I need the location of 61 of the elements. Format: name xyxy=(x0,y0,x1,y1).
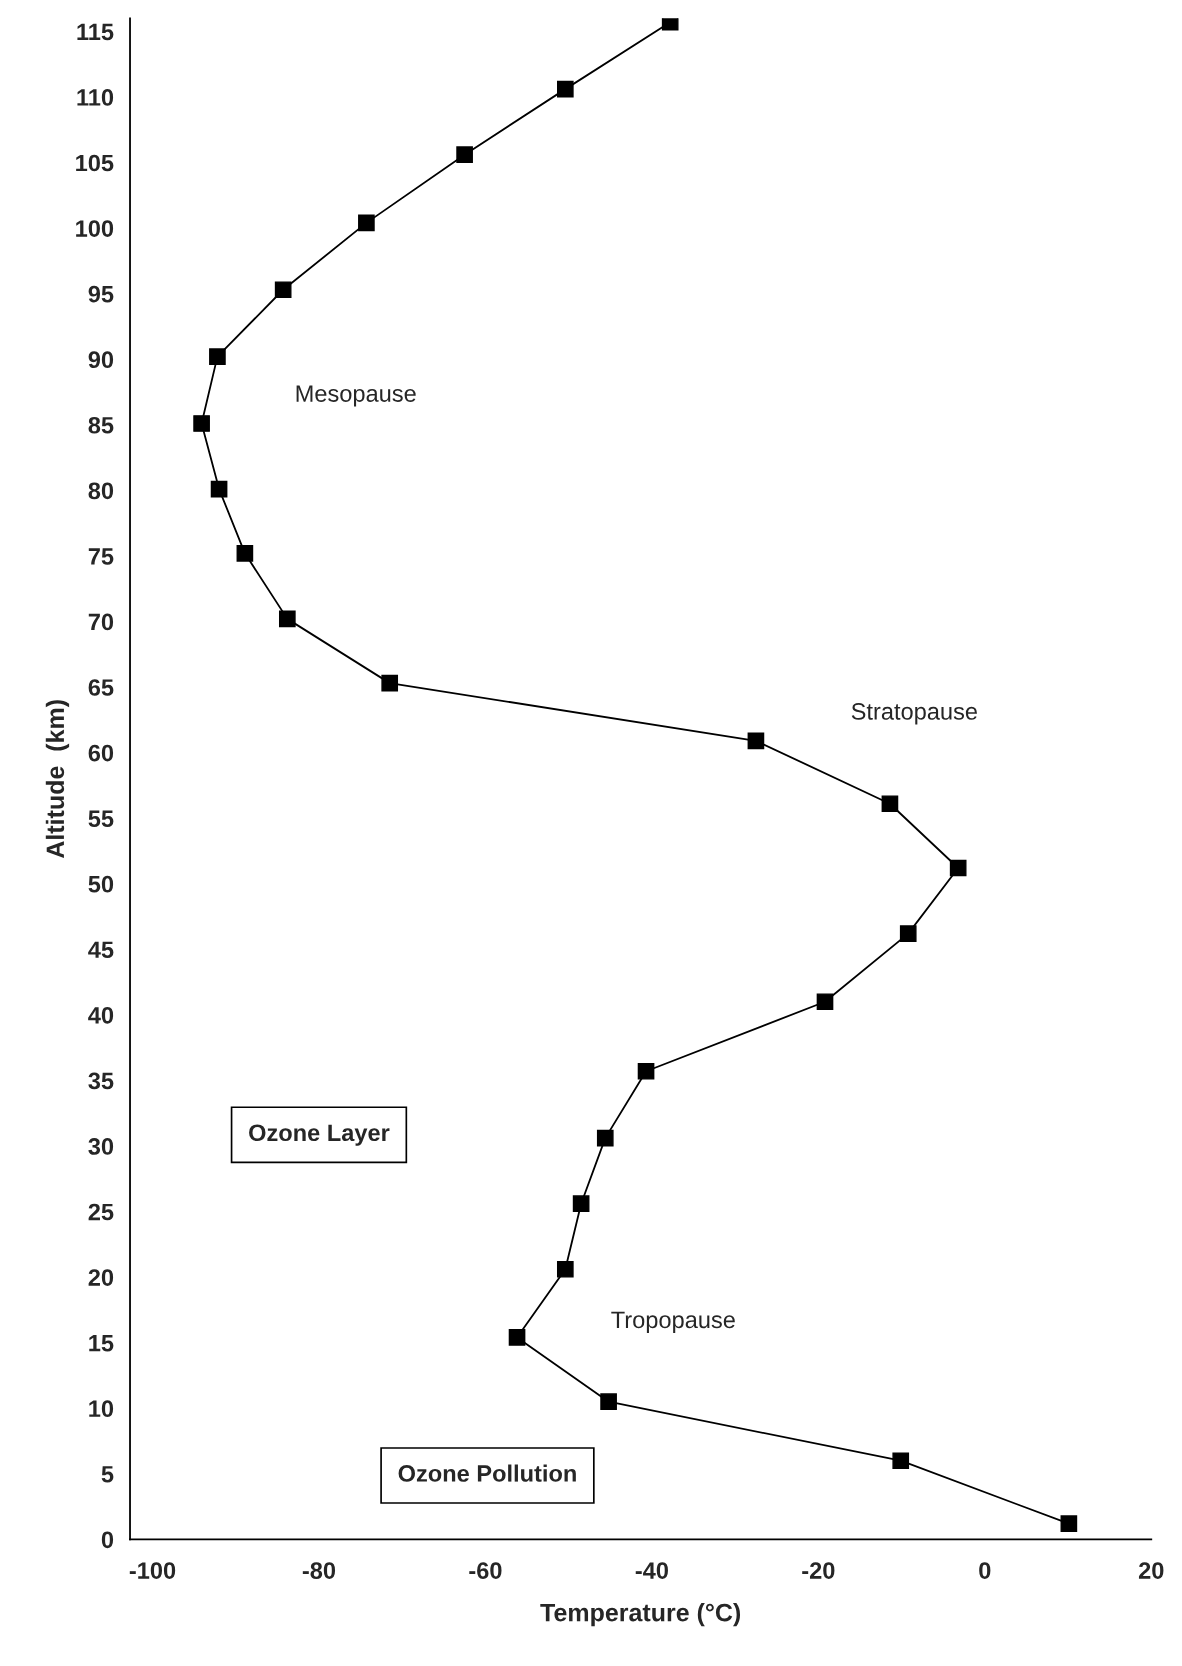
x-tick-label: -60 xyxy=(469,1562,502,1579)
y-tick-label: 15 xyxy=(89,1335,114,1352)
y-tick-label: 95 xyxy=(88,285,114,303)
y-tick-label: 10 xyxy=(89,1400,114,1418)
point xyxy=(572,1195,590,1213)
y-tick-label: 105 xyxy=(76,154,114,172)
point xyxy=(556,80,574,98)
point xyxy=(508,1329,526,1346)
point xyxy=(637,1062,655,1080)
y-tick-label: 35 xyxy=(88,1072,114,1090)
y-tick-label: 60 xyxy=(88,744,114,762)
annotation: Ozone Layer xyxy=(249,1124,390,1146)
annotation: Tropopause xyxy=(611,1311,735,1333)
annotation: Ozone Pollution xyxy=(398,1464,576,1482)
point xyxy=(556,1260,574,1278)
point xyxy=(596,1129,614,1147)
point xyxy=(747,732,765,750)
point xyxy=(358,214,375,232)
x-tick-label: -100 xyxy=(129,1562,176,1579)
x-tick-label: -40 xyxy=(635,1562,668,1579)
y-tick-label: 0 xyxy=(101,1531,114,1549)
x-tick-label: 20 xyxy=(1138,1562,1164,1579)
annotation: Mesopause xyxy=(296,385,416,407)
y-tick-label: 50 xyxy=(88,875,114,893)
point xyxy=(456,146,473,164)
point xyxy=(816,993,834,1011)
point xyxy=(899,925,917,942)
y-axis-title: Altitude (km) xyxy=(45,700,70,859)
x-tick-label: -20 xyxy=(802,1562,835,1579)
point xyxy=(600,1393,617,1411)
annotation: Stratopause xyxy=(851,703,977,725)
y-tick-label: 65 xyxy=(88,679,114,696)
y-tick-label: 30 xyxy=(88,1138,114,1155)
x-tick-label: 0 xyxy=(979,1562,991,1579)
y-tick-label: 75 xyxy=(88,548,114,565)
y-tick-label: 5 xyxy=(101,1466,114,1483)
point xyxy=(210,480,228,498)
y-tick-label: 90 xyxy=(88,351,114,369)
y-tick-label: 110 xyxy=(77,89,114,106)
x-tick-label: -80 xyxy=(302,1562,336,1579)
point xyxy=(274,281,292,299)
y-tick-label: 55 xyxy=(88,810,114,827)
point xyxy=(209,348,226,365)
point xyxy=(278,610,296,628)
point xyxy=(236,544,254,562)
point xyxy=(1060,1515,1078,1532)
y-tick-label: 80 xyxy=(88,482,114,500)
x-axis-title: Temperature (°C) xyxy=(540,1603,741,1627)
point xyxy=(193,415,210,432)
y-tick-label: 25 xyxy=(88,1203,114,1221)
point xyxy=(381,674,399,692)
y-tick-label: 85 xyxy=(88,416,114,434)
y-tick-label: 45 xyxy=(88,941,114,959)
point xyxy=(881,795,899,813)
point xyxy=(892,1452,910,1470)
y-tick-label: 100 xyxy=(76,220,114,237)
y-tick-label: 115 xyxy=(77,23,114,41)
y-tick-label: 40 xyxy=(88,1006,114,1024)
y-tick-label: 20 xyxy=(88,1269,114,1286)
point xyxy=(949,859,967,877)
y-tick-label: 70 xyxy=(88,613,114,631)
